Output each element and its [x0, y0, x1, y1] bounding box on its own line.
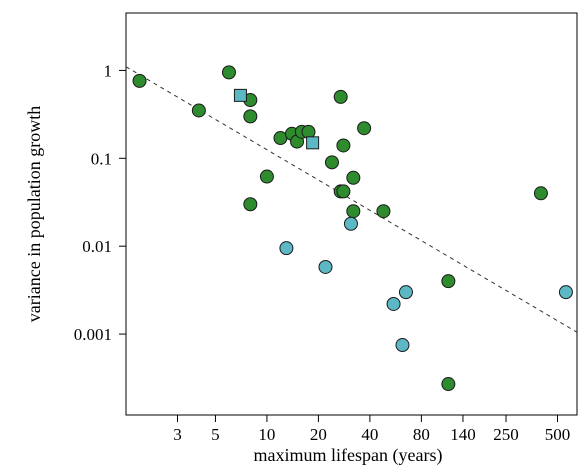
data-point-square [306, 136, 320, 150]
y-tick-label: 0.01 [82, 237, 112, 256]
data-point [259, 169, 274, 184]
data-point [336, 138, 351, 153]
data-point [318, 259, 333, 274]
x-tick-label: 80 [413, 425, 430, 444]
y-axis-title: variance in population growth [24, 106, 44, 322]
data-point [333, 89, 348, 104]
x-tick-label: 250 [493, 425, 519, 444]
data-point [243, 109, 258, 124]
data-point [221, 65, 236, 80]
data-point [357, 121, 372, 136]
data-point [386, 296, 401, 311]
data-point [336, 184, 351, 199]
data-point [243, 197, 258, 212]
data-point [132, 73, 147, 88]
y-tick-label: 0.001 [74, 325, 112, 344]
data-point [441, 274, 456, 289]
data-point [533, 186, 548, 201]
x-tick-label: 10 [258, 425, 275, 444]
x-axis-ticks: 3 5 10 20 40 80 140 250 500 [173, 415, 570, 444]
data-point [346, 204, 361, 219]
y-tick-label: 1 [104, 61, 113, 80]
data-point [279, 241, 294, 256]
data-point [346, 170, 361, 185]
data-point [558, 285, 573, 300]
x-axis-title: maximum lifespan (years) [254, 445, 443, 466]
data-point [376, 204, 391, 219]
y-tick-label: 0.1 [91, 149, 112, 168]
data-point [398, 285, 413, 300]
x-tick-label: 5 [211, 425, 220, 444]
x-tick-label: 140 [450, 425, 476, 444]
data-point-square [233, 88, 247, 102]
x-tick-label: 40 [361, 425, 378, 444]
y-axis-ticks: 1 0.1 0.01 0.001 [74, 61, 126, 344]
x-tick-label: 500 [545, 425, 571, 444]
data-point [343, 216, 358, 231]
data-point [395, 338, 410, 353]
data-point [324, 155, 339, 170]
x-tick-label: 3 [173, 425, 182, 444]
x-tick-label: 20 [310, 425, 327, 444]
plot-frame [125, 12, 578, 416]
data-points [132, 65, 573, 392]
data-point [441, 377, 456, 392]
data-point [191, 103, 206, 118]
